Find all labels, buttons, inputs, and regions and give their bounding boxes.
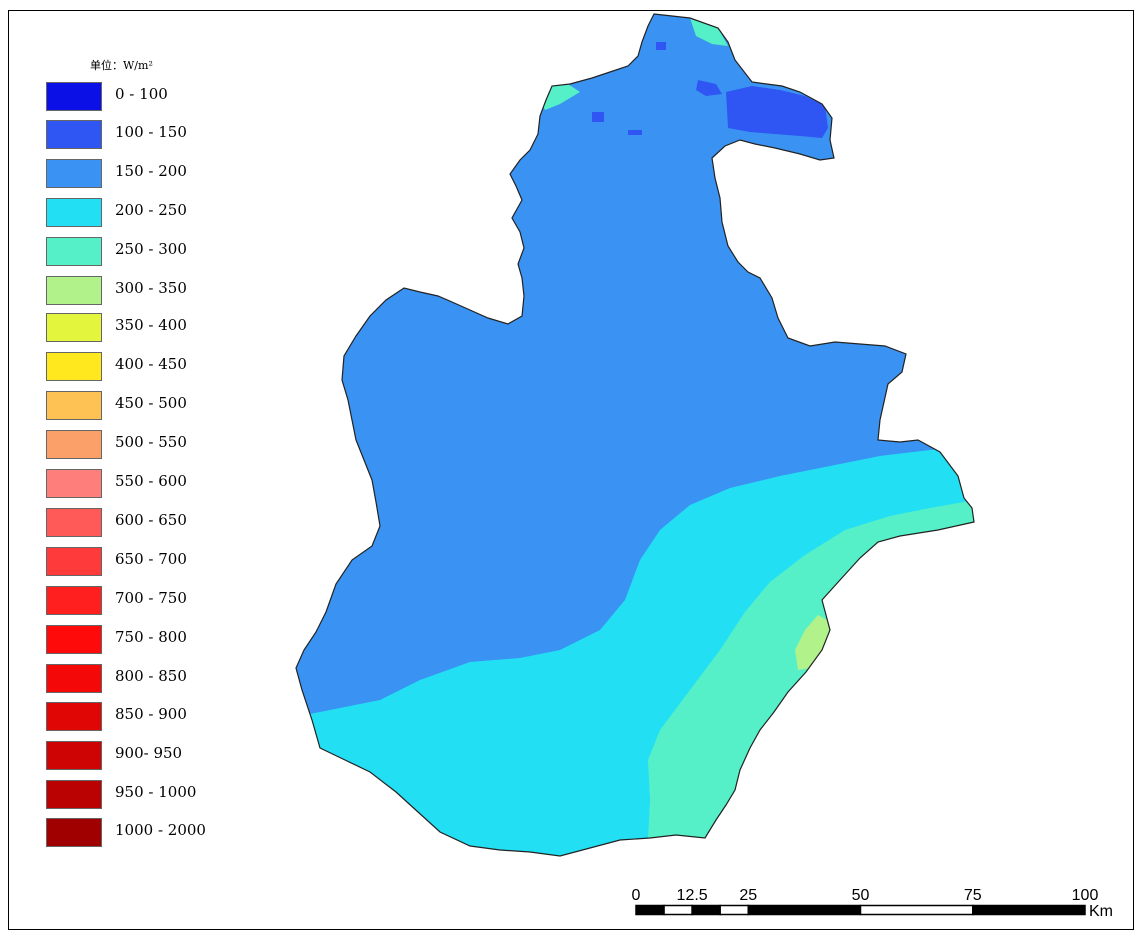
legend-label: 600 - 650 [115, 511, 187, 529]
legend-label: 750 - 800 [115, 628, 187, 646]
legend-item: 900- 950 [46, 741, 286, 773]
legend-label: 200 - 250 [115, 201, 187, 219]
scale-bar-tick-label: 100 [1072, 887, 1099, 904]
legend-label: 250 - 300 [115, 240, 187, 258]
scale-bar-tick-label: 50 [852, 887, 870, 904]
scale-bar-tick-label: 75 [964, 887, 982, 904]
legend-item: 100 - 150 [46, 120, 286, 152]
legend-label: 950 - 1000 [115, 783, 197, 801]
legend-swatch [46, 82, 102, 111]
legend-item: 750 - 800 [46, 625, 286, 657]
legend-item: 450 - 500 [46, 391, 286, 423]
legend-item: 650 - 700 [46, 547, 286, 579]
legend-item: 600 - 650 [46, 508, 286, 540]
legend-item: 700 - 750 [46, 586, 286, 618]
legend-title: 单位：W/m² [90, 59, 153, 72]
zone-300-350 [795, 615, 830, 670]
scale-bar-unit: Km [1089, 903, 1113, 920]
legend-label: 850 - 900 [115, 705, 187, 723]
legend-label: 450 - 500 [115, 394, 187, 412]
legend-swatch [46, 237, 102, 266]
legend-label: 350 - 400 [115, 316, 187, 334]
legend-swatch [46, 159, 102, 188]
legend-swatch [46, 508, 102, 537]
legend-item: 500 - 550 [46, 430, 286, 462]
legend-item: 350 - 400 [46, 313, 286, 345]
legend-label: 550 - 600 [115, 472, 187, 490]
legend-label: 400 - 450 [115, 355, 187, 373]
legend-swatch [46, 780, 102, 809]
legend-label: 700 - 750 [115, 589, 187, 607]
solar-radiation-raster [296, 14, 974, 856]
legend-swatch [46, 741, 102, 770]
legend-swatch [46, 120, 102, 149]
legend-item: 850 - 900 [46, 702, 286, 734]
legend-item: 950 - 1000 [46, 780, 286, 812]
scale-bar-segment [691, 904, 721, 916]
legend-swatch [46, 702, 102, 731]
legend-swatch [46, 469, 102, 498]
legend-label: 0 - 100 [115, 85, 168, 103]
legend-swatch [46, 313, 102, 342]
zone-100-150 [726, 86, 828, 138]
legend-item: 550 - 600 [46, 469, 286, 501]
legend-item: 800 - 850 [46, 664, 286, 696]
legend-swatch [46, 391, 102, 420]
legend-label: 800 - 850 [115, 667, 187, 685]
legend-label: 900- 950 [115, 744, 183, 762]
legend-label: 100 - 150 [115, 123, 187, 141]
legend-swatch [46, 276, 102, 305]
scale-bar-segment [972, 904, 1086, 916]
legend-label: 650 - 700 [115, 550, 187, 568]
scale-bar-segment [663, 904, 693, 916]
legend-item: 300 - 350 [46, 276, 286, 308]
scale-bar-segment [635, 904, 665, 916]
legend-swatch [46, 818, 102, 847]
scale-bar-segment [859, 904, 974, 916]
legend-item: 200 - 250 [46, 198, 286, 230]
legend-swatch [46, 352, 102, 381]
legend-item: 1000 - 2000 [46, 818, 286, 850]
zone-north-tip [690, 18, 728, 46]
legend-label: 500 - 550 [115, 433, 187, 451]
legend-label: 1000 - 2000 [115, 821, 206, 839]
legend-label: 150 - 200 [115, 162, 187, 180]
scale-bar-segment [719, 904, 749, 916]
legend-label: 300 - 350 [115, 279, 187, 297]
scale-bar-tick-label: 25 [739, 887, 757, 904]
scale-bar-segment [747, 904, 862, 916]
legend-item: 250 - 300 [46, 237, 286, 269]
legend-swatch [46, 198, 102, 227]
legend-swatch [46, 664, 102, 693]
legend-swatch [46, 586, 102, 615]
legend-item: 0 - 100 [46, 82, 286, 114]
legend-item: 400 - 450 [46, 352, 286, 384]
legend-swatch [46, 430, 102, 459]
scale-bar-tick-label: 12.5 [677, 887, 708, 904]
scale-bar-tick-label: 0 [632, 887, 641, 904]
legend-item: 150 - 200 [46, 159, 286, 191]
legend-swatch [46, 547, 102, 576]
legend-swatch [46, 625, 102, 654]
